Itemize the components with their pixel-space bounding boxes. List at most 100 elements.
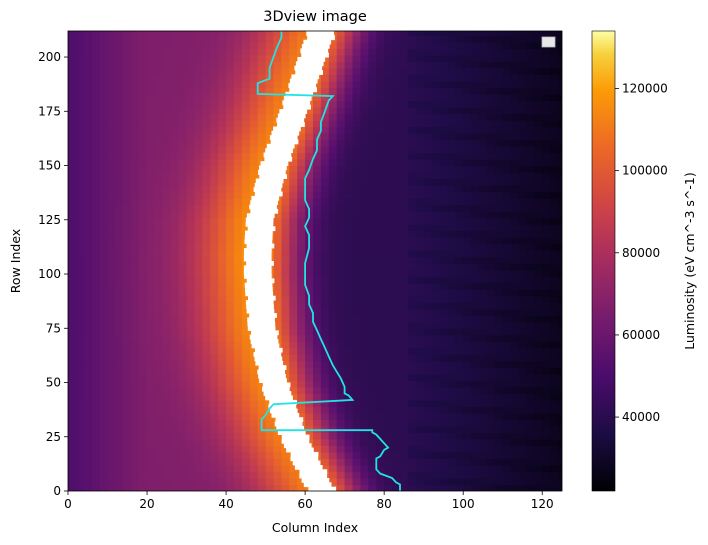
- heat-cell: [502, 328, 512, 336]
- heat-cell: [384, 146, 393, 154]
- heat-cell: [518, 328, 527, 336]
- heat-cell: [376, 478, 385, 486]
- band-cell: [268, 404, 297, 409]
- heat-cell: [210, 250, 219, 258]
- heat-cell: [226, 211, 235, 219]
- heat-cell: [510, 328, 520, 336]
- heat-cell: [226, 425, 235, 433]
- heat-cell: [249, 139, 259, 147]
- heat-cell: [139, 347, 148, 355]
- heat-cell: [75, 282, 85, 290]
- heat-cell: [131, 243, 140, 251]
- heat-cell: [558, 321, 562, 329]
- heat-cell: [494, 41, 504, 49]
- heat-cell: [376, 458, 385, 466]
- heat-cell: [123, 237, 132, 245]
- heat-cell: [534, 41, 543, 49]
- heat-cell: [558, 380, 562, 388]
- heat-cell: [360, 61, 369, 69]
- heat-cell: [518, 41, 527, 49]
- heat-cell: [281, 48, 290, 56]
- heat-cell: [423, 106, 433, 114]
- heat-cell: [91, 54, 101, 62]
- heat-cell: [471, 159, 480, 167]
- heat-cell: [384, 295, 393, 303]
- heat-cell: [178, 328, 188, 336]
- heat-cell: [439, 178, 448, 186]
- heat-cell: [194, 54, 203, 62]
- heat-cell: [186, 465, 196, 473]
- heat-cell: [170, 80, 180, 88]
- heat-cell: [68, 282, 77, 290]
- heat-cell: [210, 263, 219, 271]
- heat-cell: [115, 478, 124, 486]
- heat-cell: [83, 250, 93, 258]
- heat-cell: [360, 256, 369, 264]
- heat-cell: [376, 54, 385, 62]
- heat-cell: [384, 269, 393, 277]
- heat-cell: [257, 120, 267, 128]
- heat-cell: [502, 380, 512, 388]
- heat-cell: [494, 31, 504, 36]
- heat-cell: [502, 276, 512, 284]
- heat-cell: [407, 178, 417, 186]
- heat-cell: [226, 367, 235, 375]
- heat-cell: [273, 478, 282, 486]
- heat-cell: [170, 61, 180, 69]
- heat-cell: [455, 211, 464, 219]
- heat-cell: [486, 133, 496, 141]
- heat-cell: [123, 373, 132, 381]
- heat-cell: [313, 276, 322, 284]
- heat-cell: [384, 321, 393, 329]
- heat-cell: [439, 347, 448, 355]
- heat-cell: [439, 159, 448, 167]
- heat-cell: [423, 438, 433, 446]
- heat-cell: [360, 308, 369, 316]
- heat-cell: [170, 432, 180, 440]
- heat-cell: [234, 373, 243, 381]
- heat-cell: [99, 67, 109, 75]
- heat-cell: [249, 93, 259, 101]
- heat-cell: [68, 295, 77, 303]
- heat-cell: [115, 152, 124, 160]
- heat-cell: [526, 152, 535, 160]
- heat-cell: [99, 256, 109, 264]
- heat-cell: [463, 211, 472, 219]
- heat-cell: [494, 432, 504, 440]
- heat-cell: [384, 191, 393, 199]
- heat-cell: [178, 373, 188, 381]
- heat-cell: [186, 393, 196, 401]
- heat-cell: [400, 412, 409, 420]
- heat-cell: [234, 386, 243, 394]
- heat-cell: [463, 67, 472, 75]
- heat-cell: [502, 308, 512, 316]
- heat-cell: [99, 211, 109, 219]
- heat-cell: [218, 302, 227, 310]
- heat-cell: [249, 445, 259, 453]
- heat-cell: [115, 308, 124, 316]
- heat-cell: [139, 146, 148, 154]
- heat-cell: [486, 74, 496, 82]
- heat-cell: [471, 41, 480, 49]
- heat-cell: [415, 465, 425, 473]
- heat-cell: [68, 354, 77, 362]
- heat-cell: [439, 146, 448, 154]
- heat-cell: [131, 256, 140, 264]
- heat-cell: [320, 354, 330, 362]
- heat-cell: [289, 31, 298, 36]
- heat-cell: [202, 399, 211, 407]
- heat-cell: [99, 120, 109, 128]
- heat-cell: [226, 250, 235, 258]
- heat-cell: [415, 256, 425, 264]
- heat-cell: [502, 159, 512, 167]
- heat-cell: [115, 276, 124, 284]
- heat-cell: [154, 126, 164, 134]
- heat-cell: [542, 315, 551, 323]
- heat-cell: [384, 458, 393, 466]
- heat-cell: [320, 159, 330, 167]
- heat-cell: [147, 269, 156, 277]
- heat-cell: [170, 295, 180, 303]
- heat-cell: [273, 61, 282, 69]
- heat-cell: [407, 295, 417, 303]
- heat-cell: [186, 198, 196, 206]
